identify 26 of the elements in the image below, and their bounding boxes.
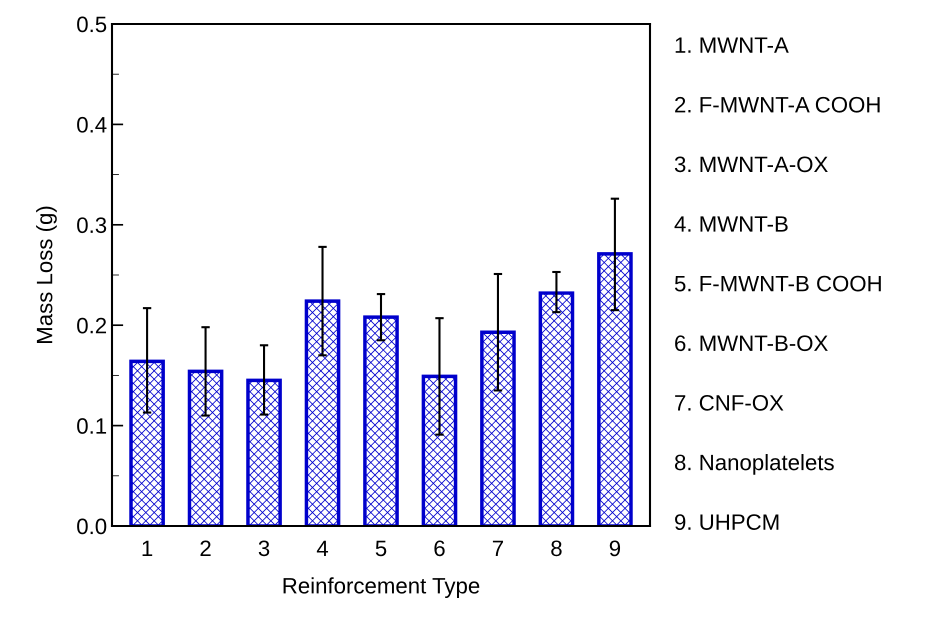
text: 8. Nanoplatelets <box>674 454 834 475</box>
x-tick-label: 9 <box>610 540 620 556</box>
y-tick-label: 0.5 <box>77 16 106 32</box>
y-tick-label: 0.3 <box>77 217 106 234</box>
text: 3. MWNT-A-OX <box>674 156 828 172</box>
x-tick-label: 1 <box>142 540 152 556</box>
text: 2. F-MWNT-A COOH <box>675 96 880 113</box>
y-tick-label: 0.4 <box>77 116 106 133</box>
text: 6. MWNT-B-OX <box>675 335 828 352</box>
y-tick-label: 0.2 <box>77 318 106 334</box>
x-axis-title: Reinforcement Type <box>284 577 480 598</box>
text: 1. MWNT-A <box>676 37 789 53</box>
text: 9. UHPCM <box>675 514 778 530</box>
x-tick-label: 3 <box>258 540 270 556</box>
y-axis-title: Mass Loss (g) <box>36 206 57 343</box>
x-tick-label: 8 <box>551 540 562 556</box>
x-tick-label: 4 <box>316 540 328 556</box>
text: 5. F-MWNT-B COOH <box>674 276 881 292</box>
text: 7. CNF-OX <box>675 394 784 411</box>
x-tick-label: 5 <box>376 540 386 556</box>
x-tick-label: 6 <box>434 540 445 556</box>
x-tick-label: 7 <box>492 540 504 556</box>
text: 4. MWNT-B <box>674 216 788 232</box>
y-tick-label: 0.0 <box>77 518 106 534</box>
y-tick-label: 0.1 <box>77 418 106 434</box>
x-tick-label: 2 <box>200 540 211 556</box>
